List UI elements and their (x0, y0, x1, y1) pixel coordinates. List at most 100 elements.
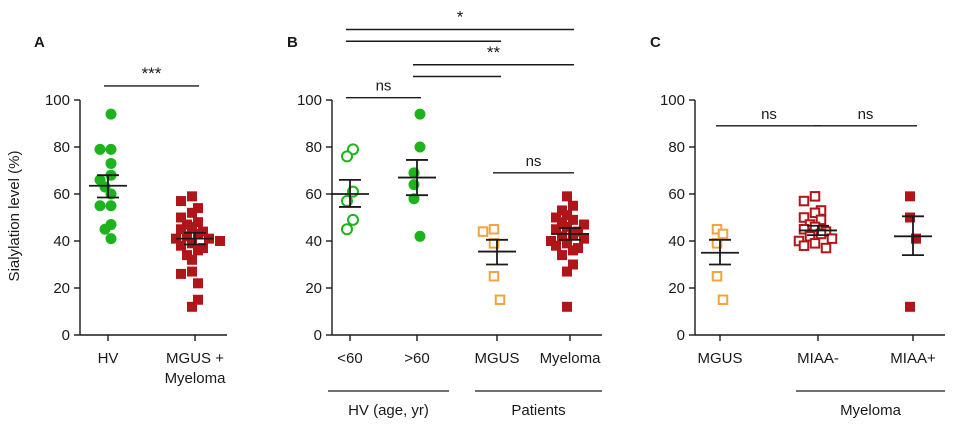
data-point (579, 219, 589, 230)
y-tick-label: 40 (668, 233, 685, 250)
category-label: MIAA- (797, 350, 839, 367)
data-point (414, 108, 426, 120)
data-point (187, 254, 197, 265)
significance-label: * (457, 8, 464, 27)
data-point (347, 213, 359, 226)
data-point (341, 223, 353, 236)
data-point (193, 245, 203, 256)
y-tick-label: 80 (53, 139, 70, 156)
data-point (568, 245, 578, 256)
data-point (94, 200, 106, 212)
y-tick-label: 100 (45, 92, 70, 109)
data-point (557, 250, 567, 261)
data-point (562, 266, 572, 277)
data-point (187, 191, 197, 202)
data-point (809, 207, 821, 219)
data-point (579, 233, 589, 244)
data-point (717, 294, 729, 305)
data-point (414, 141, 426, 153)
panel-letter: A (34, 34, 45, 51)
data-point (798, 212, 810, 223)
significance-label: ** (487, 43, 501, 62)
data-point (94, 143, 106, 155)
significance-label: ns (376, 78, 392, 95)
data-point (798, 195, 810, 207)
category-label: Myeloma (540, 350, 602, 367)
group-label: HV (age, yr) (348, 402, 429, 419)
y-tick-label: 20 (305, 280, 322, 297)
data-point (826, 233, 838, 244)
category-label: MGUS (475, 350, 520, 367)
significance-label: ns (761, 106, 777, 123)
category-label: <60 (337, 350, 362, 367)
data-point (477, 226, 489, 237)
data-point (408, 193, 420, 205)
data-point (187, 266, 197, 277)
data-point (99, 223, 111, 235)
data-point (187, 207, 197, 218)
y-tick-label: 40 (305, 233, 322, 250)
y-tick-label: 40 (53, 233, 70, 250)
y-tick-label: 0 (677, 327, 685, 344)
significance-label: *** (142, 64, 162, 83)
group-label: Patients (511, 402, 565, 419)
data-point (809, 191, 821, 202)
category-label: Myeloma (165, 370, 227, 387)
y-tick-label: 20 (668, 280, 685, 297)
data-point (820, 242, 832, 254)
data-point (568, 200, 578, 211)
data-point (905, 191, 915, 202)
y-tick-label: 0 (62, 327, 70, 344)
data-point (105, 143, 117, 155)
panel-letter: C (650, 34, 661, 51)
y-tick-label: 0 (314, 327, 322, 344)
significance-label: ns (526, 153, 542, 170)
significance-label: ns (858, 106, 874, 123)
y-tick-label: 80 (668, 139, 685, 156)
category-label: HV (98, 350, 119, 367)
category-label: MIAA+ (890, 350, 936, 367)
y-axis-label: Sialylation level (%) (6, 151, 23, 282)
data-point (187, 301, 197, 312)
y-tick-label: 100 (660, 92, 685, 109)
data-point (488, 271, 500, 282)
data-point (176, 212, 186, 223)
data-point (176, 268, 186, 279)
y-tick-label: 20 (53, 280, 70, 297)
data-point (568, 259, 578, 270)
panel-letter: B (287, 34, 298, 51)
data-point (815, 214, 827, 226)
data-point (494, 294, 506, 305)
category-label: MGUS + (166, 350, 224, 367)
data-point (193, 294, 203, 305)
data-point (798, 240, 810, 251)
data-point (341, 150, 353, 163)
data-point (105, 233, 117, 245)
data-point (798, 224, 810, 235)
category-label: MGUS (698, 350, 743, 367)
data-point (105, 200, 117, 212)
data-point (215, 236, 225, 246)
data-point (488, 224, 500, 235)
group-label: Myeloma (840, 402, 902, 419)
data-point (809, 238, 821, 249)
data-point (562, 238, 572, 249)
panel-a: A 0 20 40 60 80 100 HV MGUS + Myeloma *** (34, 34, 227, 387)
data-point (905, 301, 915, 312)
panel-c: C 0 20 40 60 80 100 MGUS MIAA- MIAA+ ns ns Myeloma (650, 34, 945, 419)
data-point (105, 157, 117, 169)
data-point (711, 271, 723, 282)
y-tick-label: 100 (297, 92, 322, 109)
y-tick-label: 80 (305, 139, 322, 156)
data-point (568, 214, 578, 225)
data-point (717, 228, 729, 240)
data-point (562, 191, 572, 202)
data-point (905, 212, 915, 223)
data-point (105, 108, 117, 120)
data-point (911, 233, 921, 244)
data-point (176, 196, 186, 207)
y-tick-label: 60 (53, 186, 70, 203)
data-point (562, 301, 572, 312)
category-label: >60 (404, 350, 429, 367)
